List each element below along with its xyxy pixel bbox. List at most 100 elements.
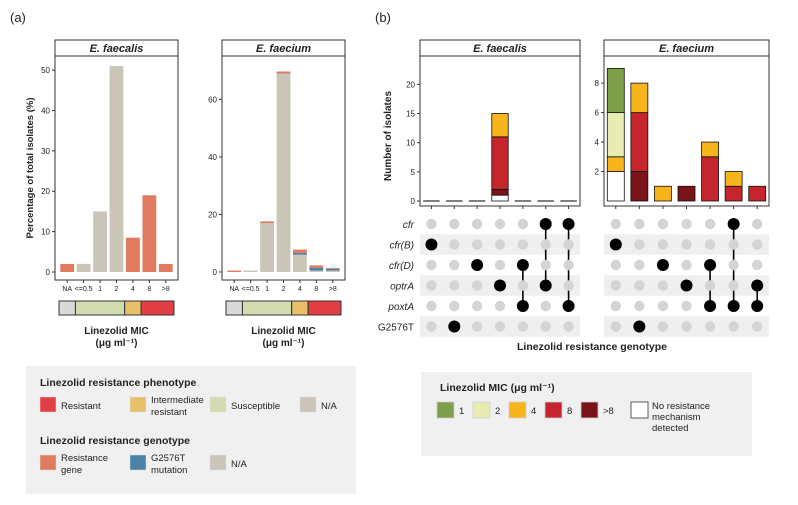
matrix-dot (540, 300, 551, 312)
matrix-dot (657, 280, 669, 291)
y-tick-label: 20 (41, 187, 50, 196)
matrix-dot (728, 239, 739, 250)
matrix-dot (634, 218, 645, 230)
legend-mic-label: 1 (459, 406, 464, 417)
matrix-dot (634, 239, 645, 250)
bar-resistance_gene (325, 267, 340, 269)
bar-segment-mic_4 (606, 156, 625, 172)
legend-phenotype-swatch (39, 396, 57, 413)
legend-mic-swatch (508, 401, 527, 419)
matrix-dot-active (751, 300, 764, 312)
matrix-dot-active (680, 279, 693, 292)
matrix-dot-active (727, 218, 740, 230)
legend-mic-label: mechanism (652, 412, 701, 423)
matrix-dot (681, 259, 692, 271)
bar-segment-mic_4 (701, 141, 719, 158)
bar-segment-mic_8 (630, 112, 649, 172)
bar-resistance_gene (260, 221, 274, 224)
matrix-dot (634, 280, 645, 291)
matrix-dot (752, 239, 763, 250)
facet-title: E. faecium (659, 43, 714, 55)
matrix-dot (426, 280, 437, 291)
legend-mic-title: Linezolid MIC (μg ml⁻¹) (440, 382, 555, 394)
bar-resistance_gene (293, 249, 307, 254)
upset-x-title: Linezolid resistance genotype (517, 341, 667, 353)
bar-segment-mic_gt8 (491, 188, 509, 196)
y-tick-label: 40 (208, 153, 217, 162)
y-axis-title: Percentage of total isolates (%) (25, 98, 36, 239)
bar-beige (260, 223, 274, 272)
bar-segment-mic_4 (491, 113, 509, 138)
x-tick-label: NA (229, 286, 239, 293)
matrix-dot-active (448, 320, 461, 333)
matrix-dot (563, 280, 574, 291)
bar-g2576t (325, 268, 340, 271)
matrix-dot-active (471, 259, 484, 271)
y-tick-label: 50 (41, 66, 50, 75)
matrix-dot (426, 259, 437, 271)
legend-phenotype-swatch (129, 396, 147, 413)
y-tick-label: 20 (406, 80, 415, 89)
phenotype-strip-intermediate (291, 300, 309, 316)
x-tick-label: 2 (282, 286, 286, 293)
phenotype-strip-intermediate (124, 300, 142, 316)
legend-genotype-title: Linezolid resistance genotype (40, 435, 190, 447)
chart-a-faecalis: E. faecalis 0 10 20 30 40 50 NA <=0.5 1 2 4 8 >8 Linez… (25, 39, 179, 349)
legend-genotype-label: mutation (151, 465, 187, 476)
y-tick-label: 40 (41, 106, 50, 115)
bar-beige (76, 263, 91, 272)
y-tick-label: 6 (595, 109, 600, 118)
x-tick-label: NA (62, 286, 72, 293)
matrix-dot (540, 239, 551, 250)
matrix-dot (471, 280, 483, 291)
x-tick-label: >8 (329, 286, 337, 293)
y-tick-label: 0 (46, 268, 51, 277)
matrix-dot (681, 218, 692, 230)
y-tick-label: 15 (406, 110, 415, 119)
legend-genotype-label: N/A (231, 459, 248, 470)
bar-segment-mic_4 (724, 171, 743, 187)
y-tick-label: 8 (595, 79, 600, 88)
x-axis-title: Linezolid MIC (251, 326, 315, 337)
matrix-dot-active (704, 300, 717, 312)
matrix-dot (426, 321, 437, 332)
matrix-dot (540, 259, 551, 271)
x-tick-label: 2 (115, 286, 119, 293)
bar-segment-none (491, 194, 509, 202)
bar-segment-none (606, 171, 625, 202)
x-axis-title: Linezolid MIC (84, 326, 148, 337)
bar-resistance_gene (158, 263, 173, 272)
bar-segment-mic_8 (491, 136, 509, 190)
legend-genotype-swatch (129, 454, 147, 471)
bar-segment-mic_4 (630, 82, 649, 113)
legend-phenotype-label: Intermediate (151, 395, 204, 406)
matrix-dot-active (609, 238, 622, 251)
legend-phenotype-label: Susceptible (231, 401, 280, 412)
legend-phenotype-label: resistant (151, 407, 187, 418)
x-tick-label: 1 (98, 286, 102, 293)
matrix-dot (494, 300, 506, 312)
bar-segment-mic_8 (701, 156, 719, 202)
matrix-dot-active (494, 279, 506, 292)
legend-mic-swatch (472, 401, 491, 419)
matrix-row-label: cfr (403, 220, 415, 231)
x-tick-label: <=0.5 (75, 286, 93, 293)
legend-phenotype-label: Resistant (61, 401, 101, 412)
facet-title: E. faecalis (90, 43, 144, 55)
x-tick-label: 8 (314, 286, 318, 293)
bar-beige (109, 66, 124, 273)
bar-beige (93, 211, 107, 272)
matrix-dot (471, 218, 483, 230)
matrix-dot (471, 239, 483, 250)
matrix-dot (610, 218, 621, 230)
matrix-dot (449, 300, 460, 312)
matrix-dot-active (751, 279, 764, 292)
bar-resistance_gene (309, 265, 324, 268)
matrix-dot (704, 239, 716, 250)
legend-genotype-label: gene (61, 465, 82, 476)
panel-label-a: (a) (10, 10, 26, 25)
legend-mic-label: 8 (567, 406, 572, 417)
legend-mic-label: 2 (495, 406, 500, 417)
